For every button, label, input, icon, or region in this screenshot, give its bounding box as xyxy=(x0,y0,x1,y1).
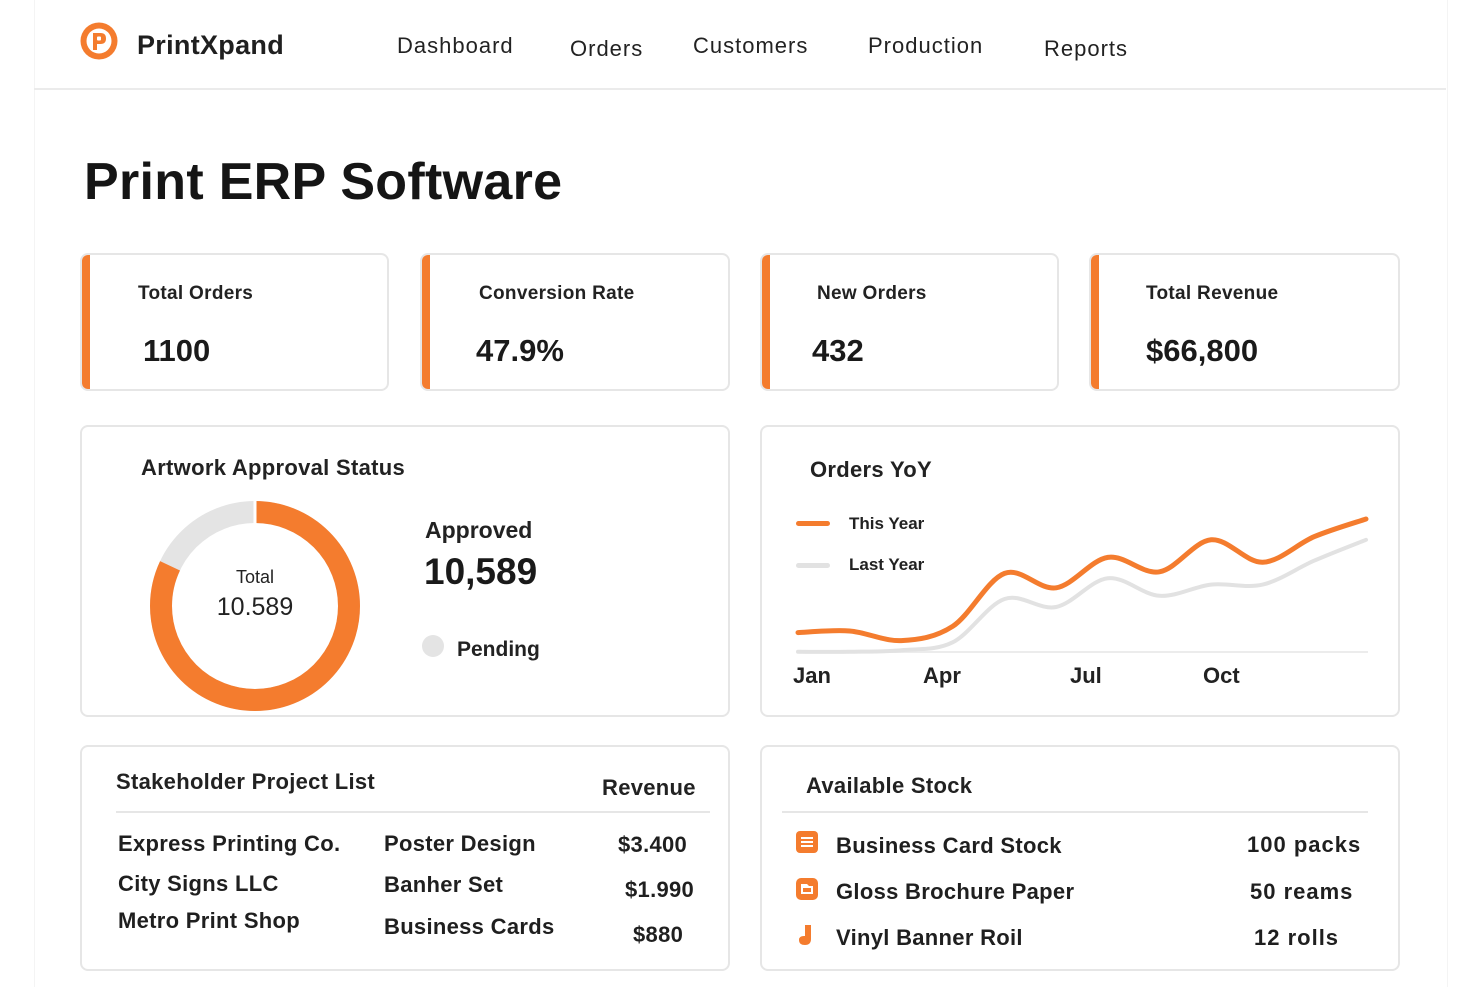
kpi-card-conversion-rate[interactable]: Conversion Rate 47.9% xyxy=(420,253,730,391)
panel-title: Orders YoY xyxy=(810,457,933,482)
orders-yoy-line-chart xyxy=(795,516,1369,654)
kpi-card-total-orders[interactable]: Total Orders 1100 xyxy=(80,253,389,391)
kpi-value: 1100 xyxy=(143,333,211,368)
available-stock-panel: Available Stock Business Card Stock 100 … xyxy=(760,745,1400,971)
orders-yoy-panel: Orders YoY This Year Last Year Jan Apr J… xyxy=(760,425,1400,717)
stock-item-qty: 50 reams xyxy=(1250,879,1354,904)
row-project: Business Cards xyxy=(384,914,555,939)
printxpand-logo-icon[interactable] xyxy=(80,22,118,60)
nav-customers[interactable]: Customers xyxy=(693,33,809,58)
stock-item-name: Gloss Brochure Paper xyxy=(836,879,1075,904)
pending-label: Pending xyxy=(457,638,540,661)
row-project: Banher Set xyxy=(384,872,504,897)
kpi-value: 47.9% xyxy=(476,333,564,368)
x-tick-jan: Jan xyxy=(793,663,831,688)
artwork-approval-panel: Artwork Approval Status Total 10.589 App… xyxy=(80,425,730,717)
kpi-value: 432 xyxy=(812,333,864,368)
kpi-label: New Orders xyxy=(817,283,927,304)
approved-label: Approved xyxy=(425,517,533,543)
kpi-card-total-revenue[interactable]: Total Revenue $66,800 xyxy=(1089,253,1400,391)
header-divider xyxy=(116,811,710,813)
row-project: Poster Design xyxy=(384,831,536,856)
stakeholder-project-panel: Stakeholder Project List Revenue Express… xyxy=(80,745,730,971)
x-tick-apr: Apr xyxy=(923,663,961,688)
nav-reports[interactable]: Reports xyxy=(1044,36,1129,61)
donut-center-value: 10.589 xyxy=(216,593,294,621)
header-divider xyxy=(782,811,1368,813)
brand-name[interactable]: PrintXpand xyxy=(137,30,285,60)
series-line-last-year xyxy=(796,537,1368,654)
row-revenue: $880 xyxy=(633,922,684,947)
stock-item-qty: 12 rolls xyxy=(1254,925,1340,950)
page-title: Print ERP Software xyxy=(84,153,563,211)
series-line-this-year xyxy=(795,516,1369,644)
kpi-label: Total Orders xyxy=(138,283,254,304)
stock-item-qty: 100 packs xyxy=(1247,832,1362,857)
approved-value: 10,589 xyxy=(424,551,538,592)
brochure-icon xyxy=(796,878,818,900)
panel-title: Available Stock xyxy=(806,773,973,798)
row-client: Metro Print Shop xyxy=(118,908,301,933)
list-doc-icon xyxy=(796,831,818,853)
nav-orders[interactable]: Orders xyxy=(570,36,644,61)
panel-title: Artwork Approval Status xyxy=(141,455,406,480)
row-client: Express Printing Co. xyxy=(118,831,341,856)
stock-item-name: Vinyl Banner Roil xyxy=(836,925,1023,950)
banner-roll-icon xyxy=(799,925,811,945)
kpi-value: $66,800 xyxy=(1146,333,1259,368)
donut-center-label: Total xyxy=(235,567,275,587)
stock-item-name: Business Card Stock xyxy=(836,833,1062,858)
kpi-card-new-orders[interactable]: New Orders 432 xyxy=(760,253,1059,391)
pending-legend-dot xyxy=(422,635,444,657)
legend-swatch-this-year xyxy=(796,521,830,526)
legend-label-this-year: This Year xyxy=(849,514,925,533)
top-navbar xyxy=(34,0,1446,90)
panel-title: Stakeholder Project List xyxy=(116,769,376,794)
kpi-label: Total Revenue xyxy=(1146,283,1279,304)
nav-production[interactable]: Production xyxy=(868,33,984,58)
row-revenue: $3.400 xyxy=(618,832,688,857)
x-tick-jul: Jul xyxy=(1070,663,1102,688)
legend-label-last-year: Last Year xyxy=(849,555,925,574)
approval-donut-chart xyxy=(150,499,360,711)
row-client: City Signs LLC xyxy=(118,871,279,896)
kpi-label: Conversion Rate xyxy=(479,283,635,304)
revenue-column-header: Revenue xyxy=(602,775,696,800)
x-tick-oct: Oct xyxy=(1203,663,1240,688)
nav-dashboard[interactable]: Dashboard xyxy=(397,33,514,58)
row-revenue: $1.990 xyxy=(625,877,695,902)
legend-swatch-last-year xyxy=(796,563,830,568)
